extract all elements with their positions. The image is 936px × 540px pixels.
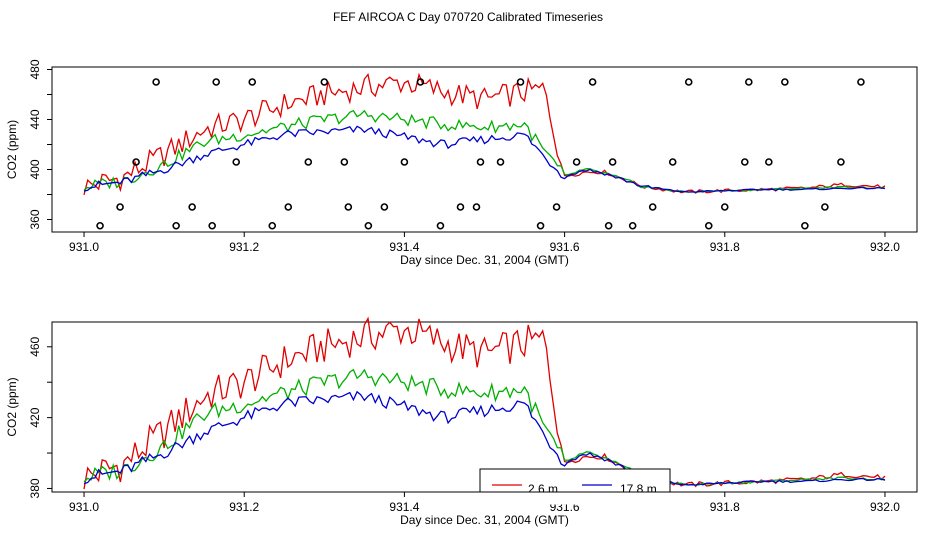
series-line-green bbox=[83, 368, 886, 486]
valve-marker bbox=[320, 78, 329, 86]
valve-marker bbox=[284, 203, 293, 211]
valve-marker bbox=[604, 221, 613, 230]
valve-marker bbox=[516, 78, 525, 86]
valve-marker bbox=[212, 78, 220, 86]
y-tick-label: 420 bbox=[28, 407, 42, 427]
x-tick-label: 931.2 bbox=[229, 240, 259, 254]
valve-marker bbox=[400, 158, 409, 166]
valve-marker bbox=[720, 203, 729, 211]
valve-marker bbox=[364, 221, 373, 230]
valve-marker bbox=[837, 158, 845, 166]
valve-marker bbox=[801, 221, 809, 230]
x-tick-label: 931.4 bbox=[389, 240, 419, 254]
plot-frame-2 bbox=[51, 321, 918, 493]
x-tick-label: 931.2 bbox=[229, 500, 259, 514]
valve-marker bbox=[536, 221, 545, 230]
valve-marker bbox=[416, 78, 425, 86]
x-tick-label: 932.0 bbox=[870, 240, 900, 254]
x-tick-label: 931.0 bbox=[69, 240, 99, 254]
y-tick-label: 440 bbox=[28, 109, 42, 129]
valve-marker bbox=[340, 158, 349, 166]
valve-marker bbox=[552, 203, 561, 211]
valve-marker bbox=[344, 203, 353, 211]
valve-marker bbox=[704, 221, 713, 230]
valve-marker bbox=[741, 158, 749, 166]
x-tick-label: 931.8 bbox=[710, 240, 740, 254]
valve-marker bbox=[188, 203, 196, 211]
valve-marker bbox=[304, 158, 313, 166]
y-axis-label: CO2 (ppm) bbox=[5, 120, 19, 179]
chart-title: FEF AIRCOA C Day 070720 Calibrated Times… bbox=[332, 10, 604, 24]
valve-marker bbox=[232, 158, 241, 166]
valve-marker bbox=[436, 221, 445, 230]
valve-marker bbox=[821, 203, 829, 211]
valve-marker bbox=[248, 78, 257, 86]
y-tick-label: 360 bbox=[28, 209, 42, 229]
valve-marker bbox=[476, 158, 485, 166]
valve-marker bbox=[765, 158, 773, 166]
x-tick-label: 931.6 bbox=[550, 240, 580, 254]
valve-marker bbox=[857, 78, 865, 86]
valve-marker bbox=[208, 221, 216, 230]
x-tick-label: 931.4 bbox=[389, 500, 419, 514]
series-line-2.6-m bbox=[83, 316, 886, 490]
valve-marker bbox=[116, 203, 124, 211]
valve-marker bbox=[648, 203, 657, 211]
valve-marker bbox=[132, 158, 140, 166]
x-tick-label: 931.8 bbox=[710, 500, 740, 514]
valve-marker bbox=[668, 158, 677, 166]
x-tick-label: 931.0 bbox=[69, 500, 99, 514]
valve-marker bbox=[781, 78, 789, 86]
y-tick-label: 400 bbox=[28, 159, 42, 179]
valve-marker bbox=[628, 221, 637, 230]
valve-marker bbox=[496, 158, 505, 166]
legend-clip bbox=[479, 492, 671, 505]
y-axis-label: CO2 (ppm) bbox=[5, 377, 19, 436]
y-tick-label: 380 bbox=[28, 478, 42, 498]
series-line-17.8-m bbox=[83, 125, 886, 193]
valve-marker bbox=[172, 221, 180, 230]
valve-marker bbox=[745, 78, 753, 86]
x-axis-label: Day since Dec. 31, 2004 (GMT) bbox=[400, 513, 569, 527]
y-tick-label: 460 bbox=[28, 336, 42, 356]
series-line-17.8-m bbox=[83, 390, 886, 486]
valve-marker bbox=[96, 221, 104, 230]
valve-marker bbox=[472, 203, 481, 211]
valve-marker bbox=[380, 203, 389, 211]
y-tick-label: 480 bbox=[28, 59, 42, 79]
x-axis-label: Day since Dec. 31, 2004 (GMT) bbox=[400, 253, 569, 267]
series-line-green bbox=[83, 109, 886, 193]
valve-marker bbox=[456, 203, 465, 211]
valve-marker bbox=[268, 221, 277, 230]
plot-frame-1 bbox=[51, 66, 918, 233]
series-line-2.6-m bbox=[83, 72, 886, 196]
valve-marker bbox=[608, 158, 617, 166]
valve-marker bbox=[684, 78, 693, 86]
x-tick-label: 932.0 bbox=[870, 500, 900, 514]
valve-marker bbox=[152, 78, 160, 86]
valve-marker bbox=[588, 78, 597, 86]
valve-marker bbox=[572, 158, 581, 166]
